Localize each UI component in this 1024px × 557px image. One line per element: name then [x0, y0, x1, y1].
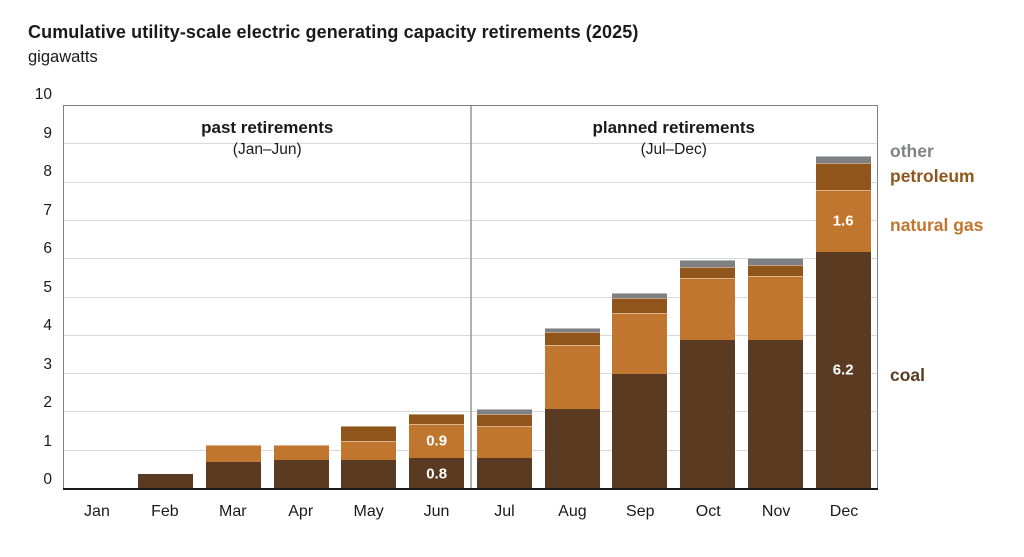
bar-segment-coal-aug: [544, 408, 600, 489]
section-divider-line: [469, 106, 472, 489]
bar-segment-petroleum-jul: [476, 414, 532, 426]
bar-segment-natural-gas-apr: [273, 444, 329, 461]
bar-segment-petroleum-oct: [680, 266, 736, 279]
section-label-planned: planned retirements: [592, 118, 756, 137]
bar-segment-petroleum-sep: [612, 297, 668, 313]
bar-segment-coal-oct: [680, 339, 736, 489]
bar-segment-coal-sep: [612, 374, 668, 489]
bar-value-label: 1.6: [832, 212, 854, 230]
legend-item-coal: coal: [890, 365, 926, 385]
x-tick-label: Apr: [288, 503, 314, 520]
y-tick-label: 10: [34, 86, 52, 103]
x-tick-label: Dec: [829, 503, 859, 520]
legend-item-petroleum: petroleum: [890, 166, 975, 186]
bar-segment-natural-gas-jul: [476, 425, 532, 459]
x-tick-label: Jun: [423, 503, 450, 520]
section-header-planned: planned retirements (Jul–Dec): [593, 118, 756, 159]
y-tick-label: 1: [43, 432, 52, 450]
x-axis: Jan Feb Mar Apr May Jun Jul Aug Sep Oct Nov Dec: [63, 503, 878, 527]
y-tick-label: 0: [43, 471, 52, 488]
bar-segment-coal-dec: [815, 251, 871, 489]
y-tick-label: 6: [43, 240, 52, 257]
x-tick-label: Jul: [494, 503, 515, 520]
y-tick-label: 7: [43, 201, 52, 219]
bar-value-label: 0.8: [426, 465, 448, 483]
y-tick-label: 8: [43, 163, 52, 180]
legend: other petroleum natural gas coal: [890, 0, 1024, 557]
bar-segment-other-dec: [815, 155, 871, 164]
bar-segment-other-aug: [544, 328, 600, 332]
x-tick-label: Jan: [84, 503, 110, 520]
bar-segment-natural-gas-sep: [612, 312, 668, 375]
bar-segment-petroleum-nov: [747, 264, 803, 277]
bar-segment-natural-gas-jun: [409, 423, 465, 459]
y-tick-label: 2: [43, 394, 52, 411]
bar-segment-coal-mar: [205, 462, 261, 489]
bar-value-label: 6.2: [832, 361, 854, 379]
plot-area: past retirements (Jan–Jun) planned retir…: [63, 105, 878, 490]
section-label-past: past retirements: [201, 118, 334, 137]
x-tick-label: Oct: [695, 503, 721, 520]
legend-item-natural-gas: natural gas: [890, 215, 984, 235]
y-tick-label: 5: [43, 278, 52, 296]
section-sublabel-planned: (Jul–Dec): [640, 141, 707, 158]
x-tick-label: Feb: [151, 503, 179, 520]
y-tick-label: 4: [43, 317, 52, 334]
bar-segment-other-nov: [747, 258, 803, 265]
bar-segment-natural-gas-aug: [544, 345, 600, 409]
bar-segment-natural-gas-nov: [747, 276, 803, 340]
y-axis: 0 1 2 3 4 5 6 7 8 9 10: [0, 86, 52, 490]
bar-segment-natural-gas-oct: [680, 278, 736, 340]
bar-value-label: 0.9: [426, 432, 448, 450]
bar-segment-natural-gas-may: [341, 441, 397, 461]
x-tick-label: Nov: [761, 503, 791, 520]
bar-segment-natural-gas-mar: [205, 444, 261, 463]
bar-segment-natural-gas-dec: [815, 190, 871, 252]
y-tick-label: 3: [43, 355, 52, 373]
section-header-past: past retirements (Jan–Jun): [201, 118, 333, 159]
bar-segment-other-sep: [612, 292, 668, 298]
bar-segment-coal-apr: [273, 460, 329, 489]
x-tick-label: Sep: [626, 503, 655, 520]
x-tick-label: Mar: [219, 503, 247, 520]
bar-segment-petroleum-jun: [409, 414, 465, 424]
bar-segment-coal-nov: [747, 339, 803, 489]
bar-segment-petroleum-aug: [544, 331, 600, 346]
bar-segment-petroleum-dec: [815, 163, 871, 191]
bar-segment-other-oct: [680, 259, 736, 267]
bar-segment-other-jul: [476, 408, 532, 415]
bar-segment-coal-jun: [409, 458, 465, 489]
bar-segment-coal-jul: [476, 458, 532, 489]
chart-units-label: gigawatts: [28, 48, 98, 66]
chart-title: Cumulative utility-scale electric genera…: [28, 22, 639, 42]
y-tick-label: 9: [43, 124, 52, 142]
x-axis-line: [63, 488, 878, 490]
bar-segment-coal-feb: [138, 473, 194, 489]
section-sublabel-past: (Jan–Jun): [232, 141, 302, 158]
legend-item-other: other: [890, 141, 934, 161]
x-tick-label: Aug: [558, 503, 587, 520]
bar-segment-coal-may: [341, 460, 397, 489]
x-tick-label: May: [353, 503, 384, 520]
bar-segment-petroleum-may: [341, 425, 397, 442]
